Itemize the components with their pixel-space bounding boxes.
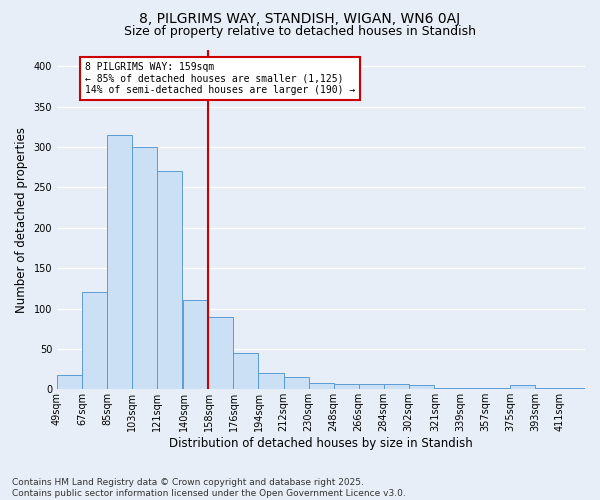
Bar (82, 292, 107, 390)
Bar (107, 135, 132, 390)
Bar (157, 171, 182, 390)
Bar (510, 386, 535, 390)
Bar (485, 388, 510, 390)
Bar (334, 384, 359, 390)
Y-axis label: Number of detached properties: Number of detached properties (15, 126, 28, 312)
X-axis label: Distribution of detached houses by size in Standish: Distribution of detached houses by size … (169, 437, 473, 450)
Bar (284, 377, 308, 390)
Bar (560, 388, 585, 390)
Bar (132, 147, 157, 390)
Bar (259, 373, 284, 390)
Bar (184, 300, 208, 390)
Bar (233, 353, 259, 390)
Bar (308, 383, 334, 390)
Bar (359, 384, 383, 390)
Bar (535, 388, 560, 390)
Text: Size of property relative to detached houses in Standish: Size of property relative to detached ho… (124, 25, 476, 38)
Bar (208, 316, 233, 390)
Bar (435, 388, 460, 390)
Text: Contains HM Land Registry data © Crown copyright and database right 2025.
Contai: Contains HM Land Registry data © Crown c… (12, 478, 406, 498)
Bar (57, 375, 82, 390)
Bar (460, 388, 485, 390)
Text: 8, PILGRIMS WAY, STANDISH, WIGAN, WN6 0AJ: 8, PILGRIMS WAY, STANDISH, WIGAN, WN6 0A… (139, 12, 461, 26)
Text: 8 PILGRIMS WAY: 159sqm
← 85% of detached houses are smaller (1,125)
14% of semi-: 8 PILGRIMS WAY: 159sqm ← 85% of detached… (85, 62, 355, 96)
Bar (409, 386, 434, 390)
Bar (383, 384, 409, 390)
